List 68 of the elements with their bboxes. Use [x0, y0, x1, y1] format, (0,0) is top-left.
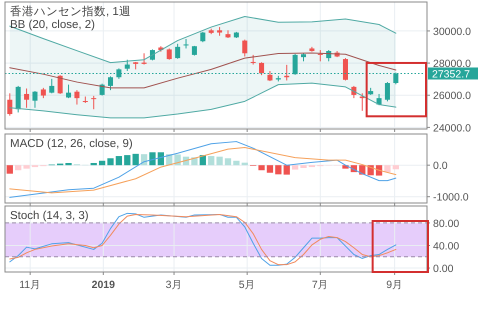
ref-line-label: 27352.7 [432, 68, 470, 80]
bar [300, 165, 307, 168]
bar [384, 165, 391, 172]
bar [258, 165, 265, 170]
candlestick [108, 76, 114, 91]
candlestick [259, 62, 264, 76]
y-tick-label: 30000.0 [433, 26, 472, 38]
candlestick [242, 39, 248, 57]
candlestick [184, 38, 189, 49]
bar [392, 165, 399, 170]
candlestick [16, 85, 21, 113]
candlestick [40, 87, 46, 99]
chart-title: Stoch (14, 3, 3) [10, 210, 89, 222]
y-tick-label: 0.00 [433, 263, 454, 276]
candlestick [142, 52, 147, 66]
text: BB (20, close, 2) [10, 19, 96, 31]
y-tick-label: 28000.0 [433, 58, 472, 70]
y-tick-label: 80.00 [433, 218, 460, 230]
chart-title: MACD (12, 26, close, 9) [10, 138, 133, 150]
bar [208, 156, 214, 166]
bar [292, 165, 298, 170]
y-tick-label: 40.00 [433, 240, 460, 252]
bar [90, 162, 97, 166]
candlestick [124, 59, 130, 72]
x-tick-label: 7月 [312, 279, 329, 291]
bar [200, 155, 206, 166]
x-tick-label: 2019 [92, 279, 116, 291]
candlestick [49, 78, 54, 94]
candlestick [58, 74, 63, 94]
line-series [9, 52, 396, 88]
x-tick-label: 3月 [166, 279, 182, 291]
x-tick-label: 9月 [386, 279, 404, 291]
bar [284, 165, 290, 175]
x-tick-label: 5月 [238, 279, 256, 291]
bar [6, 165, 13, 174]
candlestick [32, 90, 38, 108]
y-tick-label: 0.0 [433, 160, 448, 172]
candlestick [384, 82, 390, 102]
bar [233, 160, 240, 166]
candlestick [318, 50, 323, 62]
line-series [9, 16, 396, 64]
bar [158, 152, 164, 166]
candlestick [66, 84, 72, 99]
bar [242, 162, 248, 166]
bar [275, 165, 282, 174]
candlestick [166, 48, 172, 60]
candlestick [74, 90, 80, 106]
bar [116, 156, 122, 166]
candlestick [200, 31, 206, 43]
candlestick [7, 92, 12, 116]
y-tick-label: 26000.0 [433, 90, 472, 102]
bar [266, 165, 274, 173]
candlestick [24, 88, 30, 108]
x-tick-label: 11月 [19, 279, 42, 291]
bar [216, 156, 223, 166]
bar [15, 165, 22, 170]
candlestick [91, 95, 96, 110]
y-tick-label: -1000.0 [433, 192, 469, 204]
candlestick [342, 58, 348, 81]
candlestick [250, 54, 256, 66]
bar [124, 155, 130, 166]
bar [23, 165, 30, 169]
candlestick [175, 43, 180, 60]
candlestick [267, 70, 272, 82]
chart-title: 香港ハンセン指数, 1週 [10, 5, 131, 18]
bar [98, 160, 106, 166]
y-tick-label: 24000.0 [433, 122, 472, 134]
bar [132, 154, 139, 166]
